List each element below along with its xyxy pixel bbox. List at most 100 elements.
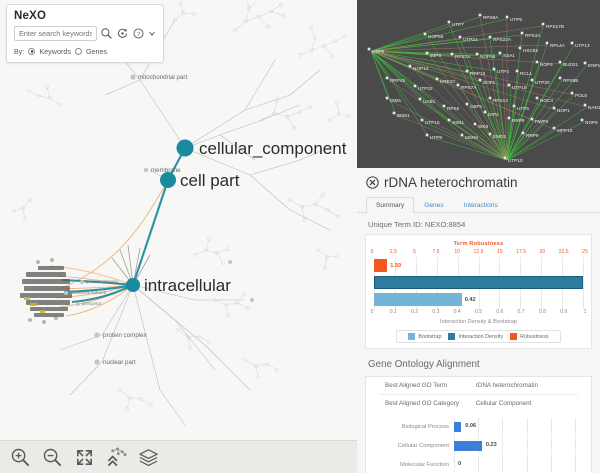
axis-tick-top: 20 (539, 249, 546, 255)
gene-interaction-network[interactable]: UTP9 UTP7 RPS8A UTP5 RPS17B NOP56 UTP21 RPS22A R… (357, 0, 600, 168)
gene-node[interactable] (447, 118, 451, 122)
reset-icon[interactable] (116, 27, 129, 40)
axis-tick-bottom: 0 (370, 309, 374, 315)
radio-genes[interactable] (74, 48, 82, 55)
radio-genes-label[interactable]: Genes (85, 47, 108, 56)
gene-node-label: POL5 (575, 93, 587, 98)
gene-node[interactable] (418, 97, 422, 101)
fit-to-screen-icon[interactable] (74, 447, 95, 468)
highlighted-node-intracellular[interactable]: intracellular (126, 276, 231, 295)
gene-node[interactable] (425, 51, 429, 55)
gene-node[interactable] (475, 52, 479, 56)
layers-icon[interactable] (138, 447, 159, 468)
gene-node[interactable] (465, 102, 469, 106)
gene-node[interactable] (392, 111, 396, 115)
gene-node[interactable] (507, 83, 511, 87)
gene-node[interactable] (408, 64, 412, 68)
gene-node[interactable] (473, 122, 477, 126)
search-panel[interactable]: NeXO ? By: Keywords (6, 4, 164, 63)
gene-node[interactable] (492, 67, 496, 71)
gene-node[interactable] (498, 51, 502, 55)
gene-node[interactable] (570, 41, 574, 45)
gene-node[interactable] (456, 83, 460, 87)
gene-node[interactable] (423, 32, 427, 36)
gene-node[interactable] (507, 116, 511, 120)
gene-node[interactable] (530, 78, 534, 82)
bar-bootstrap (374, 293, 462, 306)
gene-node[interactable] (488, 132, 492, 136)
tab-genes[interactable]: Genes (424, 202, 444, 209)
gene-node[interactable] (488, 96, 492, 100)
gene-node[interactable] (545, 41, 549, 45)
node-label: intracellular (144, 276, 231, 295)
gene-nodes[interactable] (367, 13, 587, 160)
term-detail-panel[interactable]: rDNA heterochromatin Summary Genes Inter… (357, 168, 600, 473)
gene-node[interactable] (425, 133, 429, 137)
gene-node[interactable] (447, 20, 451, 24)
table-row: Best Aligned GO Category Cellular Compon… (379, 394, 578, 412)
gene-node-label: RPS13 (493, 98, 508, 103)
tab-interactions[interactable]: Interactions (463, 202, 498, 209)
gene-node[interactable] (518, 46, 522, 50)
gene-node[interactable] (478, 78, 482, 82)
gene-node[interactable] (458, 35, 462, 39)
gene-node[interactable] (530, 117, 534, 121)
gene-node[interactable] (583, 61, 587, 65)
collapse-network-icon[interactable] (106, 446, 127, 468)
legend-item: Bootstrap (408, 333, 441, 340)
gene-node[interactable] (385, 76, 389, 80)
gene-node[interactable] (512, 104, 516, 108)
zoom-out-icon[interactable] (42, 447, 63, 468)
gene-node[interactable] (521, 131, 525, 135)
gene-node[interactable] (488, 35, 492, 39)
gene-node[interactable] (541, 22, 545, 26)
gridline (502, 418, 504, 436)
axis-tick-bottom: 0.6 (496, 309, 504, 315)
tab-summary[interactable]: Summary (366, 197, 415, 213)
zoom-in-icon[interactable] (10, 447, 31, 468)
detail-tabs[interactable]: Summary Genes Interactions (357, 193, 600, 213)
gene-node[interactable] (558, 76, 562, 80)
radio-keywords-label[interactable]: Keywords (39, 47, 71, 56)
search-input[interactable] (14, 26, 97, 41)
gene-node[interactable] (420, 118, 424, 122)
radio-keywords[interactable] (28, 48, 36, 55)
help-icon[interactable]: ? (132, 27, 145, 40)
highlighted-node-cell-part[interactable]: cell part (160, 171, 240, 190)
close-icon[interactable] (366, 176, 379, 189)
gene-node[interactable] (465, 69, 469, 73)
gene-node-label: RPS9B (563, 78, 578, 83)
network-minor-nodes[interactable] (64, 74, 254, 365)
gene-node[interactable] (535, 60, 539, 64)
legend-item: Interaction Density (448, 333, 503, 340)
gene-node[interactable] (483, 110, 487, 114)
ontology-network-graph[interactable]: mitochondrial part membrane protein comp… (0, 0, 357, 440)
gene-node[interactable] (435, 77, 439, 81)
gene-node[interactable] (503, 156, 507, 160)
gene-node[interactable] (505, 15, 509, 19)
gene-node[interactable] (385, 96, 389, 100)
gene-node[interactable] (460, 133, 464, 137)
gene-node[interactable] (367, 47, 371, 51)
gene-node[interactable] (558, 60, 562, 64)
gene-node-label: KRE33 (440, 79, 455, 84)
gene-node[interactable] (552, 106, 556, 110)
gene-node[interactable] (583, 103, 587, 107)
network-toolbar[interactable] (0, 440, 357, 473)
chevron-down-icon[interactable] (148, 27, 156, 40)
gene-node[interactable] (552, 126, 556, 130)
search-icon[interactable] (100, 27, 113, 40)
gene-node[interactable] (535, 96, 539, 100)
gene-node[interactable] (570, 91, 574, 95)
gene-node[interactable] (515, 69, 519, 73)
gene-node[interactable] (450, 52, 454, 56)
gene-node-label: SSB1 (452, 120, 464, 125)
gene-node[interactable] (478, 13, 482, 17)
gene-node-label: RPS4A (525, 33, 541, 38)
highlighted-node-cellular-component[interactable]: cellular_component (176, 139, 347, 158)
gene-node[interactable] (413, 84, 417, 88)
gene-node[interactable] (580, 118, 584, 122)
network-view-panel[interactable]: mitochondrial part membrane protein comp… (0, 0, 357, 473)
gene-node[interactable] (520, 31, 524, 35)
gene-node[interactable] (442, 104, 446, 108)
